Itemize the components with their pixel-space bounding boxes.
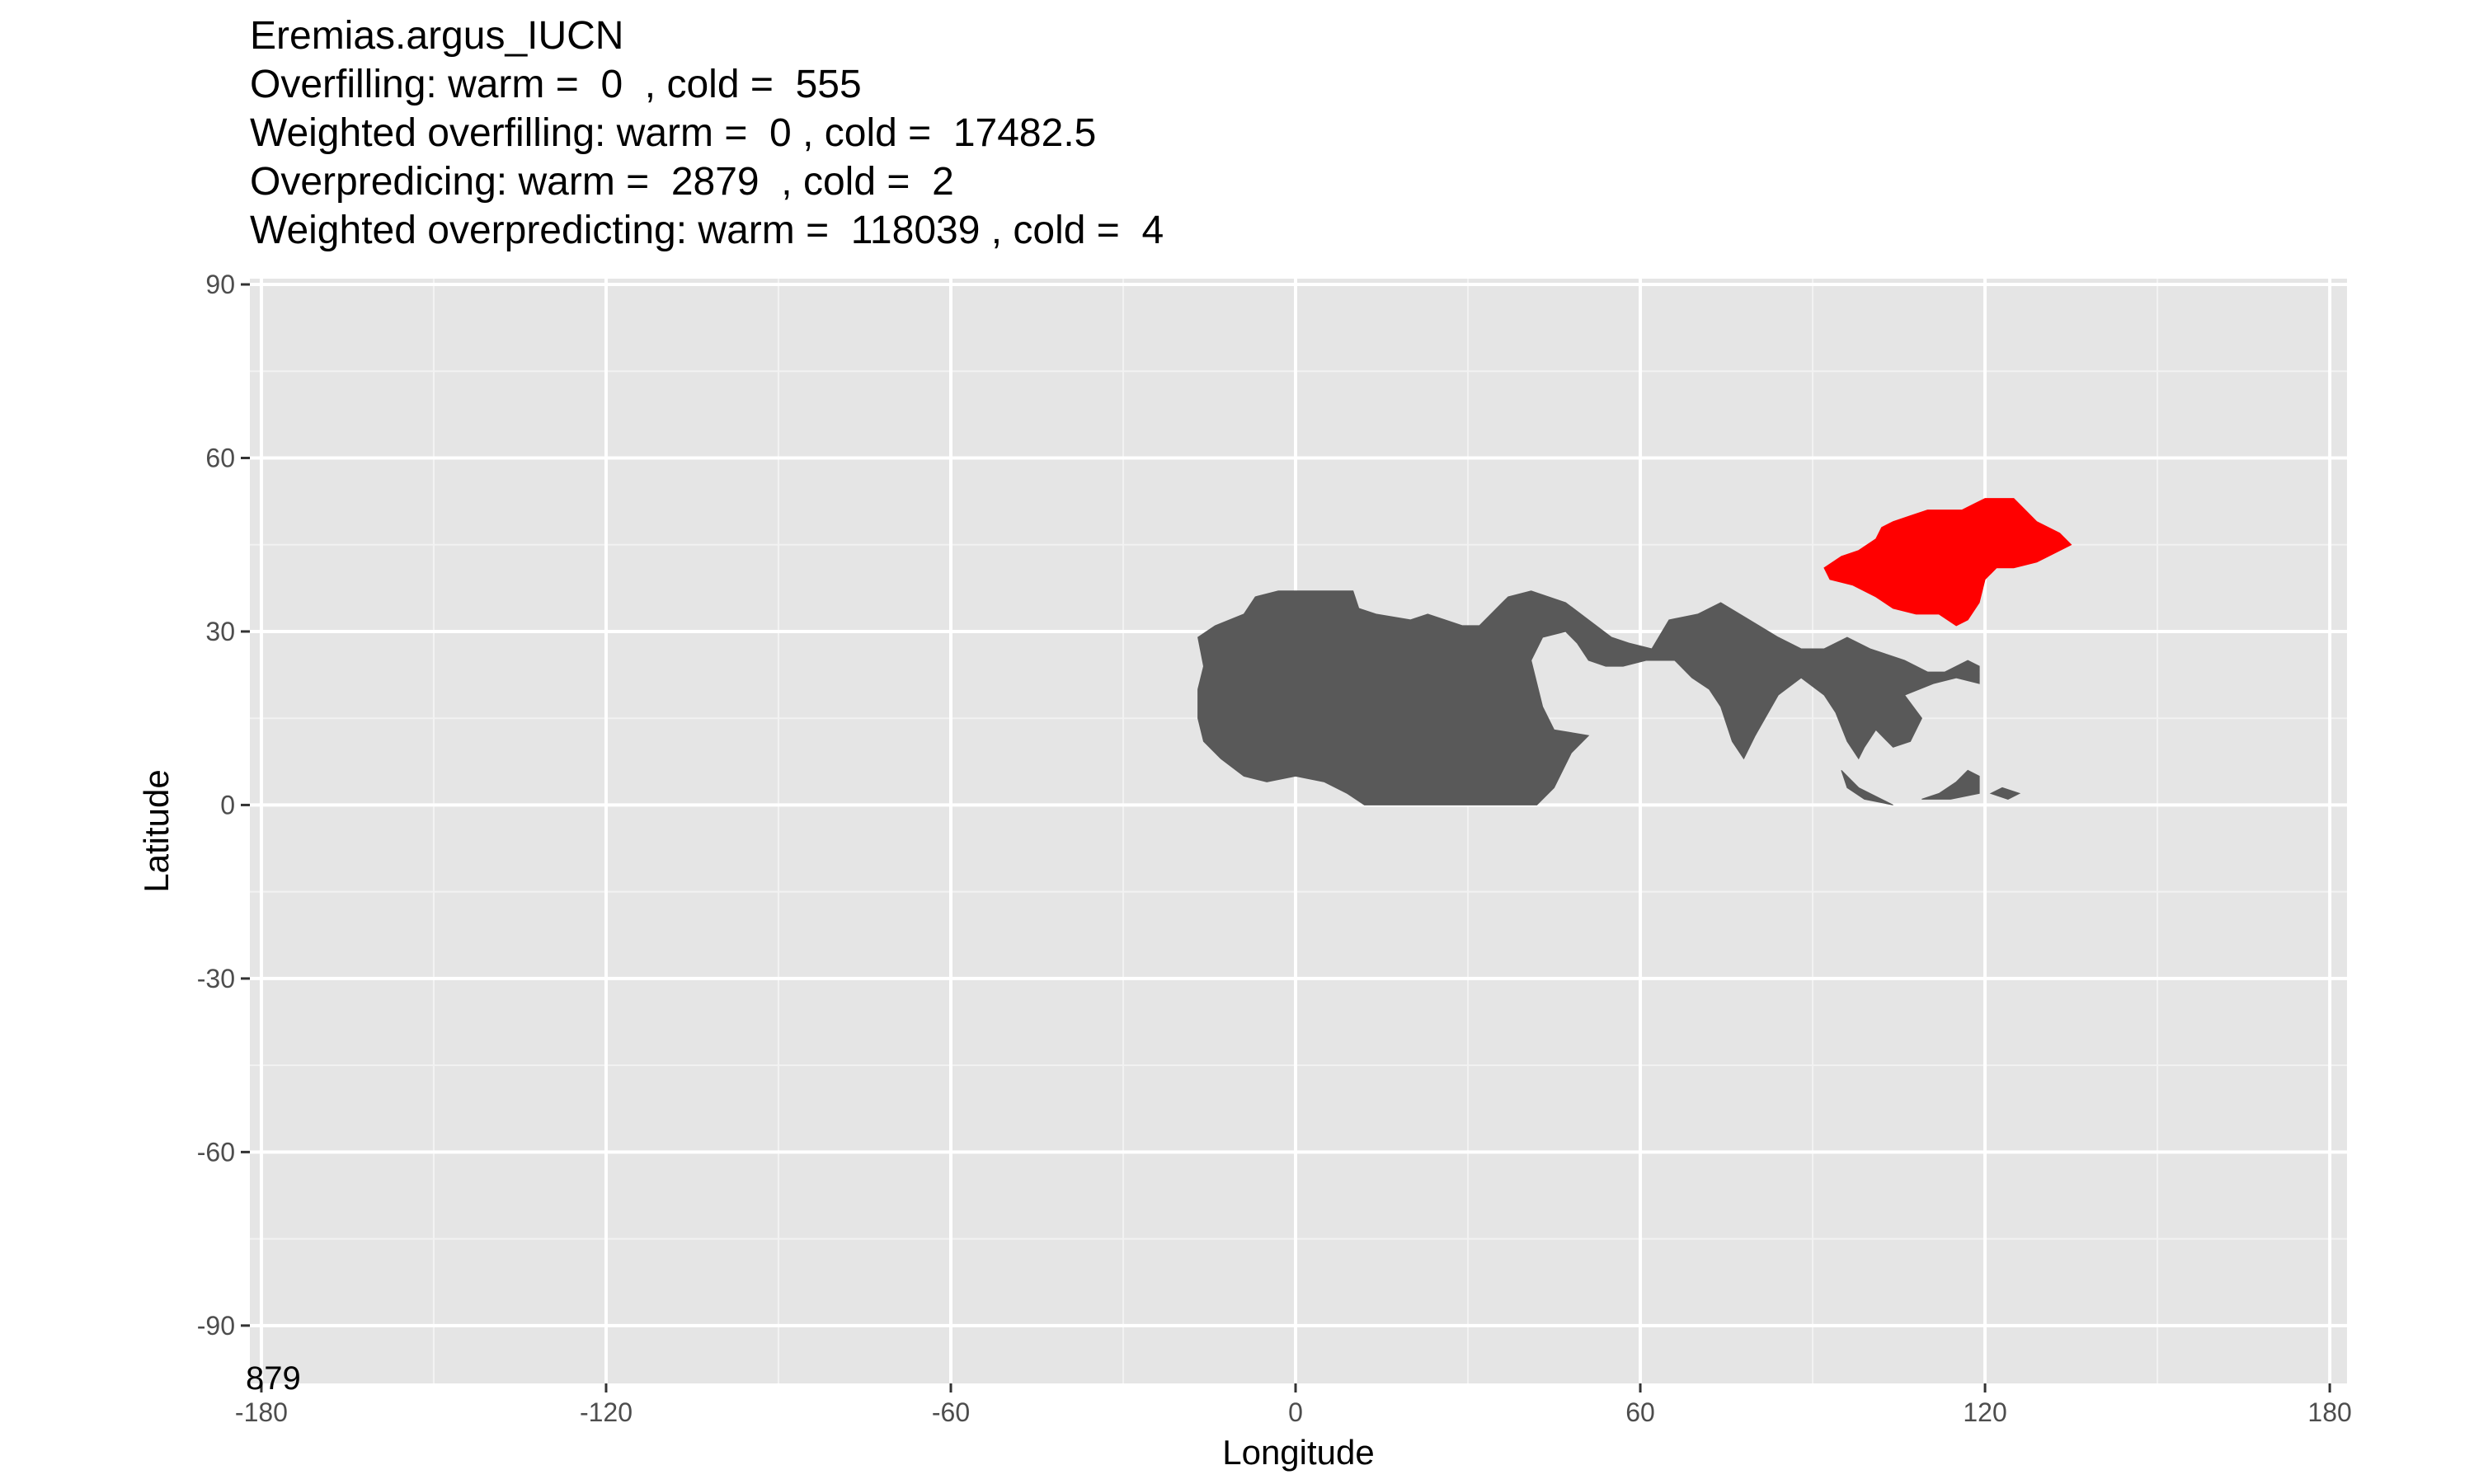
x-tick-label: 180 bbox=[2307, 1397, 2351, 1427]
y-tick-label: -30 bbox=[197, 964, 235, 993]
x-tick-label: 0 bbox=[1288, 1397, 1303, 1427]
overpredicted-region bbox=[1197, 590, 1980, 805]
overpredicted-region bbox=[1841, 769, 1893, 805]
x-tick-label: -60 bbox=[932, 1397, 970, 1427]
axes: -180 -120 -60 0 60 120 180 -90 -60 -30 0 30 60 90 bbox=[197, 270, 2352, 1427]
y-axis-title: Latitude bbox=[137, 769, 176, 892]
regions-layer bbox=[1197, 498, 2072, 805]
y-tick-label: 0 bbox=[220, 790, 235, 819]
overpredicted-region bbox=[1921, 769, 1980, 800]
subtitle-line-overfilling: Overfilling: warm = 0 , cold = 555 bbox=[250, 63, 862, 106]
x-tick-label: 60 bbox=[1625, 1397, 1655, 1427]
x-axis-title: Longitude bbox=[1222, 1433, 1375, 1472]
y-tick-label: 30 bbox=[205, 617, 235, 646]
panel-background bbox=[250, 279, 2347, 1383]
subtitle-line-weighted-overpredicting: Weighted overpredicting: warm = 118039 ,… bbox=[250, 209, 1164, 252]
corner-label: 879 bbox=[246, 1360, 301, 1397]
x-tick-label: 120 bbox=[1963, 1397, 2006, 1427]
y-tick-label: -90 bbox=[197, 1311, 235, 1341]
chart-title: Eremias.argus_IUCN bbox=[250, 14, 624, 58]
y-tick-label: -60 bbox=[197, 1137, 235, 1167]
y-tick-label: 90 bbox=[205, 270, 235, 299]
overfilled-region bbox=[1823, 498, 2072, 627]
overpredicted-region bbox=[1989, 787, 2021, 800]
plot-panel bbox=[250, 279, 2347, 1383]
chart-title-block: Eremias.argus_IUCN Overfilling: warm = 0… bbox=[250, 12, 2394, 255]
subtitle-line-overpredicing: Overpredicing: warm = 2879 , cold = 2 bbox=[250, 160, 954, 204]
x-tick-label: -180 bbox=[235, 1397, 288, 1427]
subtitle-line-weighted-overfilling: Weighted overfilling: warm = 0 , cold = … bbox=[250, 111, 1097, 155]
y-tick-label: 60 bbox=[205, 443, 235, 472]
x-tick-label: -120 bbox=[580, 1397, 633, 1427]
